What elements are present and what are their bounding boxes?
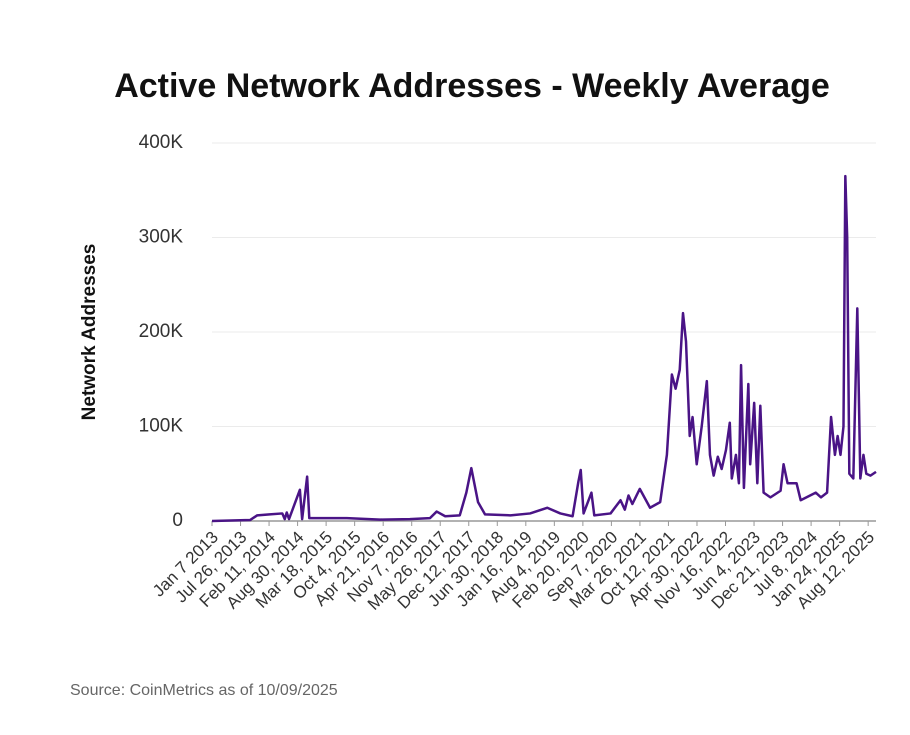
chart-title: Active Network Addresses - Weekly Averag… (114, 67, 830, 105)
y-axis-label: Network Addresses (79, 244, 100, 421)
y-tick-label: 400K (139, 132, 184, 153)
y-tick-label: 0 (172, 510, 183, 531)
y-tick-label: 200K (139, 321, 184, 342)
y-tick-label: 100K (139, 416, 184, 437)
y-tick-label: 300K (139, 227, 184, 248)
data-line (211, 174, 877, 523)
source-note: Source: CoinMetrics as of 10/09/2025 (70, 682, 338, 699)
